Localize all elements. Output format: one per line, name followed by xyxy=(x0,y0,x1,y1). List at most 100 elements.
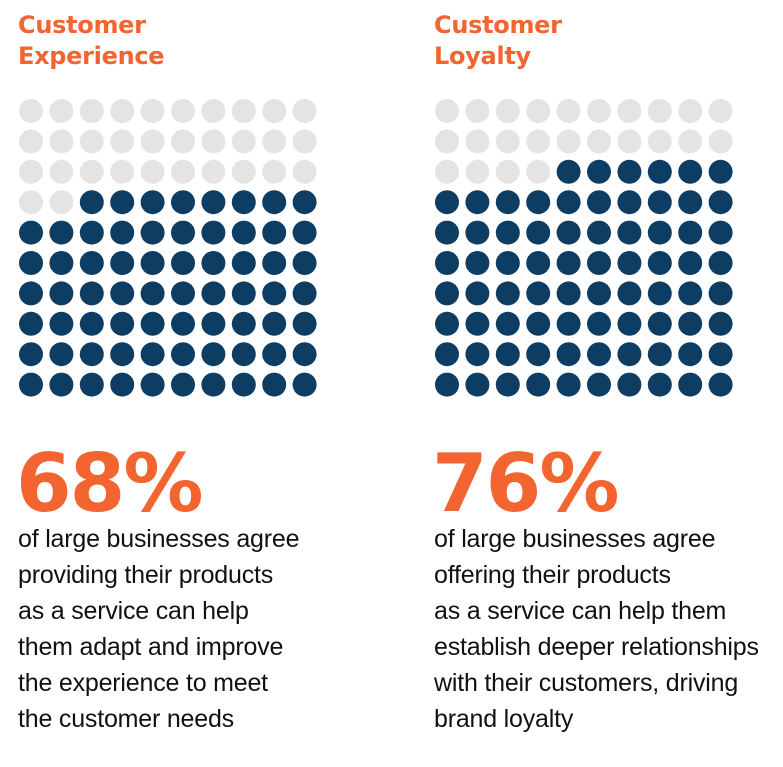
empty-dot xyxy=(171,159,195,184)
filled-dot xyxy=(262,220,287,245)
filled-dot xyxy=(292,281,317,306)
filled-dot xyxy=(678,372,703,397)
filled-dot xyxy=(49,311,74,336)
filled-dot xyxy=(465,281,490,306)
empty-dot xyxy=(556,129,581,154)
title-line: Loyalty xyxy=(434,42,531,70)
empty-dot xyxy=(140,99,165,123)
filled-dot xyxy=(678,220,703,245)
filled-dot xyxy=(708,342,733,367)
filled-dot xyxy=(19,342,43,367)
filled-dot xyxy=(708,190,733,215)
filled-dot xyxy=(647,342,672,367)
filled-dot xyxy=(556,311,581,336)
filled-dot xyxy=(617,251,642,275)
filled-dot xyxy=(495,220,520,245)
empty-dot xyxy=(647,99,672,123)
filled-dot xyxy=(556,159,581,184)
description-line: providing their products xyxy=(18,561,274,589)
filled-dot xyxy=(495,311,520,336)
filled-dot xyxy=(79,311,104,336)
empty-dot xyxy=(49,129,74,154)
filled-dot xyxy=(708,220,733,245)
description-line: of large businesses agree xyxy=(434,525,716,553)
filled-dot xyxy=(19,281,43,306)
waffle-chart xyxy=(435,99,733,397)
empty-dot xyxy=(201,99,226,123)
filled-dot xyxy=(49,342,74,367)
filled-dot xyxy=(79,281,104,306)
filled-dot xyxy=(617,372,642,397)
filled-dot xyxy=(678,190,703,215)
filled-dot xyxy=(201,281,226,306)
empty-dot xyxy=(435,99,459,123)
empty-dot xyxy=(201,129,226,154)
empty-dot xyxy=(110,159,135,184)
filled-dot xyxy=(435,372,459,397)
empty-dot xyxy=(292,129,317,154)
filled-dot xyxy=(140,251,165,275)
filled-dot xyxy=(495,342,520,367)
filled-dot xyxy=(79,342,104,367)
filled-dot xyxy=(110,311,135,336)
filled-dot xyxy=(526,281,551,306)
empty-dot xyxy=(262,129,287,154)
panel-title: Customer Experience xyxy=(18,10,165,72)
filled-dot xyxy=(231,372,256,397)
panel-title: Customer Loyalty xyxy=(434,10,562,72)
filled-dot xyxy=(495,281,520,306)
description: of large businesses agree providing thei… xyxy=(18,521,299,737)
filled-dot xyxy=(262,190,287,215)
filled-dot xyxy=(526,251,551,275)
filled-dot xyxy=(617,159,642,184)
filled-dot xyxy=(262,311,287,336)
filled-dot xyxy=(171,251,195,275)
filled-dot xyxy=(49,372,74,397)
filled-dot xyxy=(49,251,74,275)
percent-value: 76% xyxy=(432,437,619,530)
filled-dot xyxy=(465,311,490,336)
filled-dot xyxy=(79,372,104,397)
empty-dot xyxy=(231,159,256,184)
filled-dot xyxy=(587,190,611,215)
filled-dot xyxy=(647,311,672,336)
filled-dot xyxy=(647,159,672,184)
filled-dot xyxy=(201,190,226,215)
filled-dot xyxy=(435,342,459,367)
filled-dot xyxy=(556,342,581,367)
empty-dot xyxy=(495,129,520,154)
filled-dot xyxy=(140,220,165,245)
filled-dot xyxy=(495,372,520,397)
filled-dot xyxy=(617,190,642,215)
empty-dot xyxy=(19,159,43,184)
filled-dot xyxy=(49,281,74,306)
empty-dot xyxy=(231,99,256,123)
filled-dot xyxy=(435,190,459,215)
filled-dot xyxy=(587,220,611,245)
filled-dot xyxy=(465,372,490,397)
filled-dot xyxy=(110,281,135,306)
filled-dot xyxy=(647,251,672,275)
filled-dot xyxy=(708,251,733,275)
filled-dot xyxy=(171,342,195,367)
empty-dot xyxy=(526,159,551,184)
empty-dot xyxy=(292,159,317,184)
filled-dot xyxy=(292,251,317,275)
filled-dot xyxy=(495,251,520,275)
filled-dot xyxy=(647,190,672,215)
empty-dot xyxy=(465,159,490,184)
filled-dot xyxy=(171,190,195,215)
filled-dot xyxy=(435,281,459,306)
filled-dot xyxy=(435,220,459,245)
filled-dot xyxy=(201,342,226,367)
filled-dot xyxy=(587,311,611,336)
filled-dot xyxy=(231,220,256,245)
description-line: of large businesses agree xyxy=(18,525,300,553)
filled-dot xyxy=(231,190,256,215)
filled-dot xyxy=(231,311,256,336)
filled-dot xyxy=(556,220,581,245)
filled-dot xyxy=(556,251,581,275)
description-line: as a service can help them xyxy=(434,597,727,625)
customer-experience-panel: Customer Experience 68% of large busines… xyxy=(0,0,380,767)
filled-dot xyxy=(556,281,581,306)
